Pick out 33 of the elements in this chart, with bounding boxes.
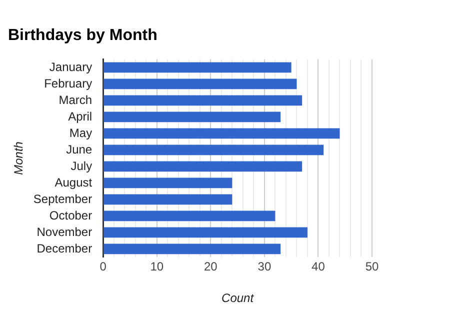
bar — [104, 178, 232, 188]
y-tick-label: May — [69, 126, 92, 140]
chart-title: Birthdays by Month — [8, 27, 158, 44]
y-tick-label: March — [58, 92, 92, 107]
y-tick-label: October — [49, 208, 92, 222]
bar — [104, 112, 281, 122]
x-tick-label: 40 — [312, 260, 326, 274]
bar — [104, 227, 308, 238]
bar — [104, 62, 292, 73]
x-axis-title: Count — [222, 291, 254, 306]
bar — [104, 95, 302, 106]
y-tick-label: June — [66, 142, 92, 156]
y-tick-label: December — [36, 241, 92, 256]
y-tick-label: July — [70, 158, 92, 173]
bar — [104, 161, 302, 172]
bar — [104, 128, 340, 139]
y-tick-label: November — [36, 224, 92, 239]
y-tick-label: April — [68, 109, 92, 124]
bar — [104, 144, 324, 156]
bar — [104, 194, 232, 205]
bar — [104, 244, 281, 254]
x-tick-label: 30 — [258, 260, 272, 274]
x-tick-label: 20 — [204, 260, 218, 274]
y-tick-label: September — [33, 192, 92, 206]
y-tick-label: February — [44, 76, 92, 90]
y-tick-label: August — [54, 175, 93, 190]
y-tick-label: January — [49, 60, 92, 74]
x-tick-label: 10 — [150, 260, 164, 274]
y-axis-title: Month — [12, 141, 26, 175]
bar — [104, 78, 297, 90]
x-tick-label: 0 — [100, 260, 107, 274]
x-tick-label: 50 — [365, 260, 379, 274]
bar — [104, 210, 276, 222]
